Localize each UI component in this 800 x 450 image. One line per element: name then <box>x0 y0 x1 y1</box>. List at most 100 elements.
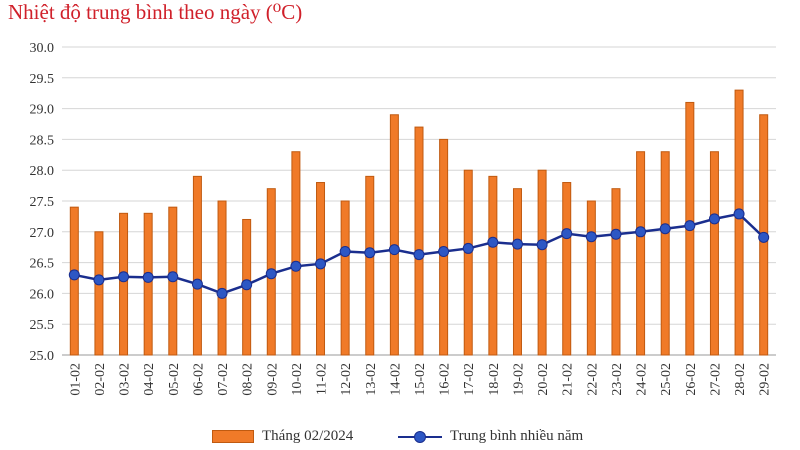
y-tick-label: 25.0 <box>30 349 55 364</box>
line-point-03-02 <box>118 271 130 283</box>
bar-10-02 <box>291 151 301 356</box>
chart-legend: Tháng 02/2024 Trung bình nhiều năm <box>0 428 800 450</box>
line-point-06-02 <box>191 278 203 290</box>
x-tick-label: 27-02 <box>708 363 723 396</box>
line-point-25-02 <box>659 223 671 235</box>
line-point-10-02 <box>290 260 302 272</box>
y-tick-label: 28.5 <box>30 133 55 148</box>
x-tick-label: 18-02 <box>487 363 502 396</box>
x-tick-label: 02-02 <box>93 363 108 396</box>
y-tick-label: 30.0 <box>30 41 55 56</box>
x-tick-label: 06-02 <box>191 363 206 396</box>
y-tick-label: 28.0 <box>30 164 55 179</box>
line-point-08-02 <box>241 279 253 291</box>
bar-06-02 <box>192 175 202 356</box>
line-point-13-02 <box>364 247 376 259</box>
line-point-20-02 <box>536 239 548 251</box>
bar-04-02 <box>143 212 153 356</box>
bar-25-02 <box>660 151 670 356</box>
line-point-19-02 <box>511 238 523 250</box>
x-tick-label: 29-02 <box>758 363 773 396</box>
x-tick-label: 10-02 <box>290 363 305 396</box>
bar-03-02 <box>119 212 129 356</box>
bar-07-02 <box>217 200 227 356</box>
x-tick-label: 08-02 <box>241 363 256 396</box>
bar-23-02 <box>611 188 621 356</box>
bar-15-02 <box>414 126 424 356</box>
line-point-02-02 <box>93 274 105 286</box>
y-tick-label: 27.0 <box>30 226 55 241</box>
legend-bar-swatch <box>212 430 254 443</box>
x-tick-label: 04-02 <box>142 363 157 396</box>
line-point-22-02 <box>585 231 597 243</box>
line-point-23-02 <box>610 228 622 240</box>
legend-label-bars: Tháng 02/2024 <box>262 428 354 444</box>
line-point-11-02 <box>315 258 327 270</box>
x-tick-label: 22-02 <box>585 363 600 396</box>
x-tick-label: 17-02 <box>462 363 477 396</box>
y-tick-label: 27.5 <box>30 195 55 210</box>
bar-24-02 <box>636 151 646 356</box>
bar-18-02 <box>488 175 498 356</box>
y-tick-label: 29.5 <box>30 72 55 87</box>
chart-plot: 25.0 25.5 26.0 26.5 27.0 27.5 28.0 28.5 29.0 29.5… <box>30 41 776 396</box>
y-tick-label: 26.5 <box>30 257 55 272</box>
x-tick-label: 11-02 <box>315 363 330 395</box>
bar-14-02 <box>389 114 399 356</box>
y-tick-label: 25.5 <box>30 318 55 333</box>
x-tick-label: 07-02 <box>216 363 231 396</box>
line-point-18-02 <box>487 236 499 248</box>
bar-17-02 <box>463 169 473 356</box>
line-point-12-02 <box>339 246 351 258</box>
x-tick-label: 09-02 <box>265 363 280 396</box>
line-point-16-02 <box>438 246 450 258</box>
bar-12-02 <box>340 200 350 356</box>
chart-title: Nhiệt độ trung bình theo ngày (⁰C) <box>8 0 303 24</box>
legend-item-bars: Tháng 02/2024 <box>212 428 353 445</box>
x-tick-label: 12-02 <box>339 363 354 396</box>
line-point-01-02 <box>68 269 80 281</box>
y-tick-label: 29.0 <box>30 103 55 118</box>
line-point-21-02 <box>561 228 573 240</box>
line-point-24-02 <box>635 226 647 238</box>
legend-item-line: Trung bình nhiều năm <box>398 428 583 445</box>
line-point-14-02 <box>388 244 400 256</box>
bar-21-02 <box>562 182 572 356</box>
x-tick-label: 13-02 <box>364 363 379 396</box>
line-point-07-02 <box>216 287 228 299</box>
line-point-04-02 <box>142 271 154 283</box>
bar-19-02 <box>512 188 522 356</box>
x-tick-label: 26-02 <box>684 363 699 396</box>
line-point-28-02 <box>733 208 745 220</box>
x-tick-label: 21-02 <box>561 363 576 396</box>
line-point-26-02 <box>684 220 696 232</box>
x-tick-label: 03-02 <box>118 363 133 396</box>
x-tick-label: 01-02 <box>68 363 83 396</box>
x-tick-label: 23-02 <box>610 363 625 396</box>
line-point-29-02 <box>758 231 770 243</box>
x-tick-label: 16-02 <box>438 363 453 396</box>
bar-28-02 <box>734 89 744 356</box>
line-point-05-02 <box>167 271 179 283</box>
bar-20-02 <box>537 169 547 356</box>
x-tick-label: 15-02 <box>413 363 428 396</box>
x-tick-label: 25-02 <box>659 363 674 396</box>
bar-13-02 <box>365 175 375 356</box>
bar-22-02 <box>586 200 596 356</box>
bar-02-02 <box>94 231 104 356</box>
x-tick-label: 24-02 <box>635 363 650 396</box>
x-tick-label: 28-02 <box>733 363 748 396</box>
legend-label-line: Trung bình nhiều năm <box>450 428 584 444</box>
x-tick-label: 19-02 <box>511 363 526 396</box>
line-point-27-02 <box>708 213 720 225</box>
legend-line-swatch <box>398 430 442 443</box>
line-point-15-02 <box>413 249 425 261</box>
bar-27-02 <box>709 151 719 356</box>
line-point-09-02 <box>265 268 277 280</box>
line-point-17-02 <box>462 242 474 254</box>
x-tick-label: 14-02 <box>388 363 403 396</box>
x-tick-label: 05-02 <box>167 363 182 396</box>
x-tick-label: 20-02 <box>536 363 551 396</box>
bar-01-02 <box>69 206 79 356</box>
y-tick-label: 26.0 <box>30 287 55 302</box>
